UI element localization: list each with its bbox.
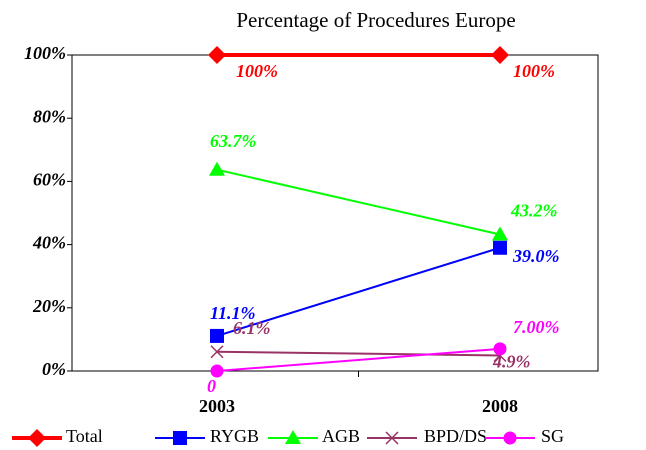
legend-label: Total: [66, 426, 103, 446]
data-point: [492, 226, 508, 241]
legend-marker: [285, 430, 301, 444]
data-label: 6.1%: [233, 318, 271, 338]
data-label: 7.00%: [513, 317, 560, 337]
data-point: [493, 342, 507, 356]
data-label: 63.7%: [210, 131, 257, 151]
y-tick-label: 0%: [42, 359, 66, 379]
legend-label: RYGB: [210, 426, 259, 446]
legend-label: SG: [541, 426, 564, 446]
data-point: [210, 328, 224, 343]
data-label: 11.1%: [210, 303, 256, 323]
y-tick-label: 60%: [33, 170, 66, 190]
y-tick-label: 100%: [24, 43, 66, 63]
data-label: 43.2%: [510, 201, 558, 221]
data-point: [209, 161, 225, 176]
data-label: 4.9%: [492, 352, 531, 372]
legend-marker: [28, 429, 46, 447]
data-point: [210, 364, 224, 378]
data-label: 100%: [513, 61, 555, 81]
chart-title: Percentage of Procedures Europe: [236, 8, 515, 32]
data-point: [208, 46, 226, 64]
legend-marker: [385, 431, 399, 445]
data-point: [210, 345, 224, 359]
data-point: [493, 240, 507, 255]
legend-label: AGB: [322, 426, 360, 446]
legend-marker: [503, 431, 517, 445]
legend-label: BPD/DS: [424, 426, 487, 446]
x-tick-label: 2008: [482, 396, 518, 416]
y-tick-label: 20%: [32, 296, 66, 316]
x-tick-label: 2003: [199, 396, 235, 416]
series-line: [216, 168, 501, 236]
series-line: [216, 350, 501, 357]
y-tick-label: 40%: [32, 233, 66, 253]
series-line: [216, 347, 501, 372]
series-line: [216, 246, 501, 337]
data-point: [491, 46, 509, 64]
data-label: 39.0%: [512, 246, 560, 266]
legend-marker: [173, 431, 187, 445]
y-tick-label: 80%: [33, 106, 66, 126]
data-label: 0: [207, 376, 216, 396]
data-label: 100%: [236, 61, 278, 81]
